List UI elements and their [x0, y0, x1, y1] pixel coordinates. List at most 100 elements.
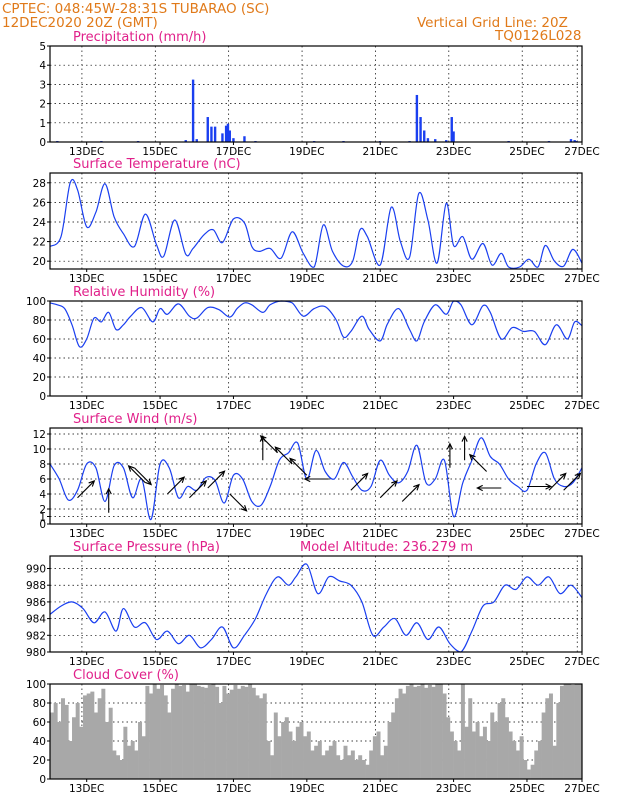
cloud-title: Cloud Cover (%) [73, 668, 179, 683]
temp-xtick-label: 25DEC [509, 273, 544, 285]
cloud-bar [50, 712, 54, 779]
cloud-bar [515, 750, 520, 779]
cloud-bar [134, 750, 139, 779]
temp-ytick-label: 28 [33, 178, 46, 190]
cloud-bar [314, 745, 319, 779]
cloud-xtick-label: 25DEC [509, 783, 544, 795]
temp-xtick-label: 17DEC [216, 273, 251, 285]
pressure-xtick-label: 25DEC [509, 656, 544, 668]
cloud-bar [218, 703, 223, 779]
cloud-bar [468, 698, 473, 779]
cloud-bar [493, 722, 498, 779]
pressure-ytick-label: 990 [26, 564, 46, 576]
pressure-ytick-label: 986 [26, 597, 46, 609]
wind-arrow [379, 480, 398, 499]
cloud-bar [116, 755, 121, 779]
cloud-bar [446, 717, 451, 779]
cloud-bar [237, 688, 242, 779]
cloud-bar [255, 695, 260, 779]
wind-series-line [49, 437, 583, 521]
wind-ytick-label: 12 [33, 429, 46, 441]
wind-arrow [476, 484, 502, 492]
cloud-bar [215, 686, 220, 779]
cloud-bar [552, 745, 557, 779]
wind-arrow [446, 442, 454, 468]
cloud-bar [398, 688, 403, 779]
humidity-ytick-label: 0 [39, 391, 46, 403]
cloud-bar [332, 741, 337, 779]
humidity-frame [49, 300, 583, 397]
cloud-panel: 0 20 40 60 80 100 13DEC 15DEC 17DEC 19DEC 21DEC 23D… [26, 679, 600, 795]
cloud-bar [424, 687, 429, 779]
precip-bar [191, 79, 195, 142]
precip-bar [434, 139, 437, 142]
cloud-bar [105, 722, 110, 779]
cloud-bar [295, 726, 300, 779]
cloud-bar [376, 731, 381, 779]
humidity-ytick-label: 20 [33, 372, 46, 384]
cloud-bar [284, 717, 289, 779]
precip-xtick-label: 21DEC [362, 146, 397, 158]
precip-title: Precipitation (mm/h) [73, 30, 206, 45]
cloud-bar [97, 698, 102, 779]
cloud-bar [482, 726, 487, 779]
cloud-ytick-label: 0 [39, 774, 46, 786]
pressure-ytick-label: 980 [26, 647, 46, 659]
precip-bar [419, 117, 422, 142]
wind-xtick-label: 25DEC [509, 528, 544, 540]
humidity-xtick-label: 19DEC [289, 400, 324, 412]
temp-xtick-label: 27DEC [564, 273, 599, 285]
cloud-bar [200, 686, 205, 779]
cloud-bar [548, 693, 553, 779]
wind-arrow [303, 475, 329, 483]
wind-arrow [468, 453, 487, 472]
temp-xtick-label: 21DEC [362, 273, 397, 285]
cloud-bar [574, 684, 579, 779]
precip-bar [221, 133, 224, 142]
precip-bar [415, 94, 419, 142]
precip-bar [195, 139, 198, 142]
humidity-ytick-label: 80 [33, 315, 46, 327]
cloud-bar [556, 703, 561, 779]
cloud-bar [453, 741, 458, 779]
precip-ytick-label: 1 [39, 118, 46, 130]
wind-arrow [127, 465, 146, 484]
precip-panel: 0 1 2 3 4 5 13DEC 15DEC 17DEC 19DEC 21DEC 23DEC 25DE… [39, 41, 599, 158]
precip-frame [49, 45, 583, 143]
humidity-xtick-label: 21DEC [362, 400, 397, 412]
cloud-bar [273, 712, 278, 779]
cloud-bar [83, 695, 87, 779]
cloud-bar [497, 703, 502, 779]
precip-bar [232, 138, 235, 142]
temp-title: Surface Temperature (nC) [73, 157, 241, 172]
cloud-bar [409, 684, 414, 779]
cloud-bar [365, 764, 370, 779]
cloud-bar [123, 726, 128, 779]
cloud-bar [259, 698, 264, 779]
cloud-bar [405, 685, 410, 779]
cloud-bar [108, 707, 113, 779]
temp-xtick-label: 19DEC [289, 273, 324, 285]
humidity-xtick-label: 15DEC [142, 400, 177, 412]
cloud-bar [559, 685, 564, 779]
cloud-bar [328, 745, 333, 779]
cloud-bar [204, 687, 209, 779]
cloud-bar [196, 685, 201, 779]
cloud-bar [79, 726, 84, 779]
cloud-bar [438, 684, 443, 779]
pressure-xtick-label: 13DEC [69, 656, 104, 668]
cloud-bar [299, 722, 304, 779]
cloud-bar [127, 745, 132, 779]
wind-arrow [167, 476, 186, 495]
wind-arrow [274, 446, 293, 465]
cloud-bar [471, 731, 476, 779]
cloud-bar [277, 736, 282, 779]
cloud-bar [310, 750, 315, 779]
wind-arrow [289, 457, 308, 476]
cloud-bar [141, 736, 146, 779]
cloud-bar [449, 731, 454, 779]
humidity-ytick-label: 60 [33, 334, 46, 346]
cloud-bar [325, 750, 330, 779]
cloud-bar [167, 712, 172, 779]
